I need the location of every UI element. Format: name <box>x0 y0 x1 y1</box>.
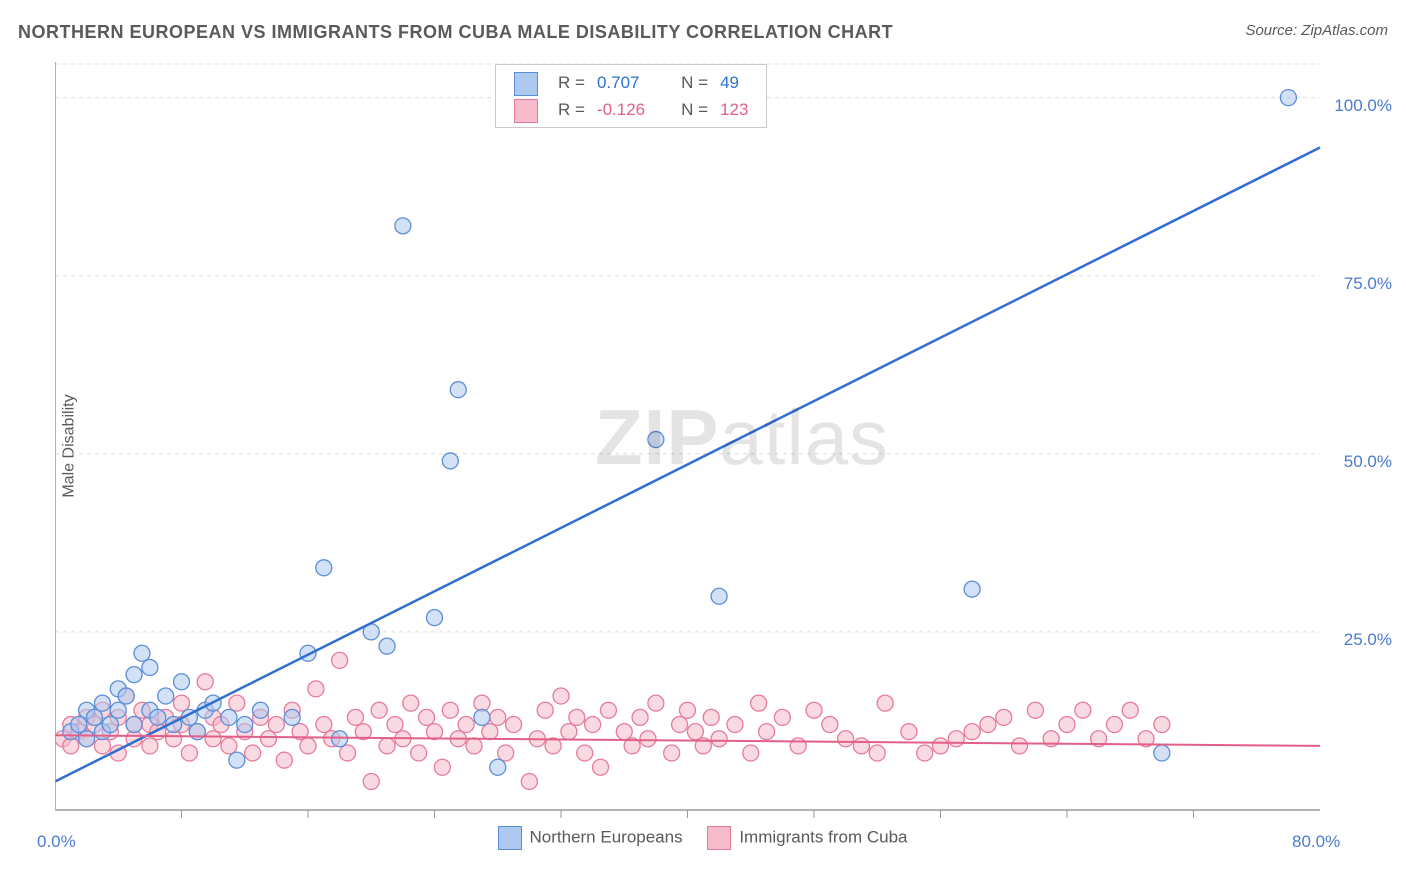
n-label-1: N = <box>675 69 714 96</box>
r-label-2: R = <box>552 96 591 123</box>
legend-row-series1: R = 0.707 N = 49 <box>508 69 754 96</box>
n-label-2: N = <box>675 96 714 123</box>
correlation-legend: R = 0.707 N = 49 R = -0.126 N = 123 <box>495 64 767 128</box>
series-legend: Northern Europeans Immigrants from Cuba <box>478 826 908 850</box>
legend-swatch-blue <box>514 72 538 96</box>
r-label-1: R = <box>552 69 591 96</box>
legend-swatch-blue-bottom <box>498 826 522 850</box>
source-label: Source: ZipAtlas.com <box>1245 22 1388 39</box>
chart-area: ZIPatlas R = 0.707 N = 49 R = -0.126 N =… <box>55 62 1395 862</box>
legend-swatch-pink <box>514 99 538 123</box>
y-tick-label: 75.0% <box>1322 274 1392 294</box>
r-value-1: 0.707 <box>591 69 651 96</box>
x-axis-max-label: 80.0% <box>1292 832 1340 852</box>
legend-row-series2: R = -0.126 N = 123 <box>508 96 754 123</box>
legend-label-series1: Northern Europeans <box>530 827 683 846</box>
scatter-chart-svg <box>55 62 1395 862</box>
y-tick-label: 100.0% <box>1322 96 1392 116</box>
n-value-1: 49 <box>714 69 754 96</box>
n-value-2: 123 <box>714 96 754 123</box>
legend-swatch-pink-bottom <box>707 826 731 850</box>
chart-title: NORTHERN EUROPEAN VS IMMIGRANTS FROM CUB… <box>18 22 893 43</box>
x-axis-min-label: 0.0% <box>37 832 76 852</box>
legend-label-series2: Immigrants from Cuba <box>739 827 907 846</box>
y-tick-label: 25.0% <box>1322 630 1392 650</box>
r-value-2: -0.126 <box>591 96 651 123</box>
y-tick-label: 50.0% <box>1322 452 1392 472</box>
